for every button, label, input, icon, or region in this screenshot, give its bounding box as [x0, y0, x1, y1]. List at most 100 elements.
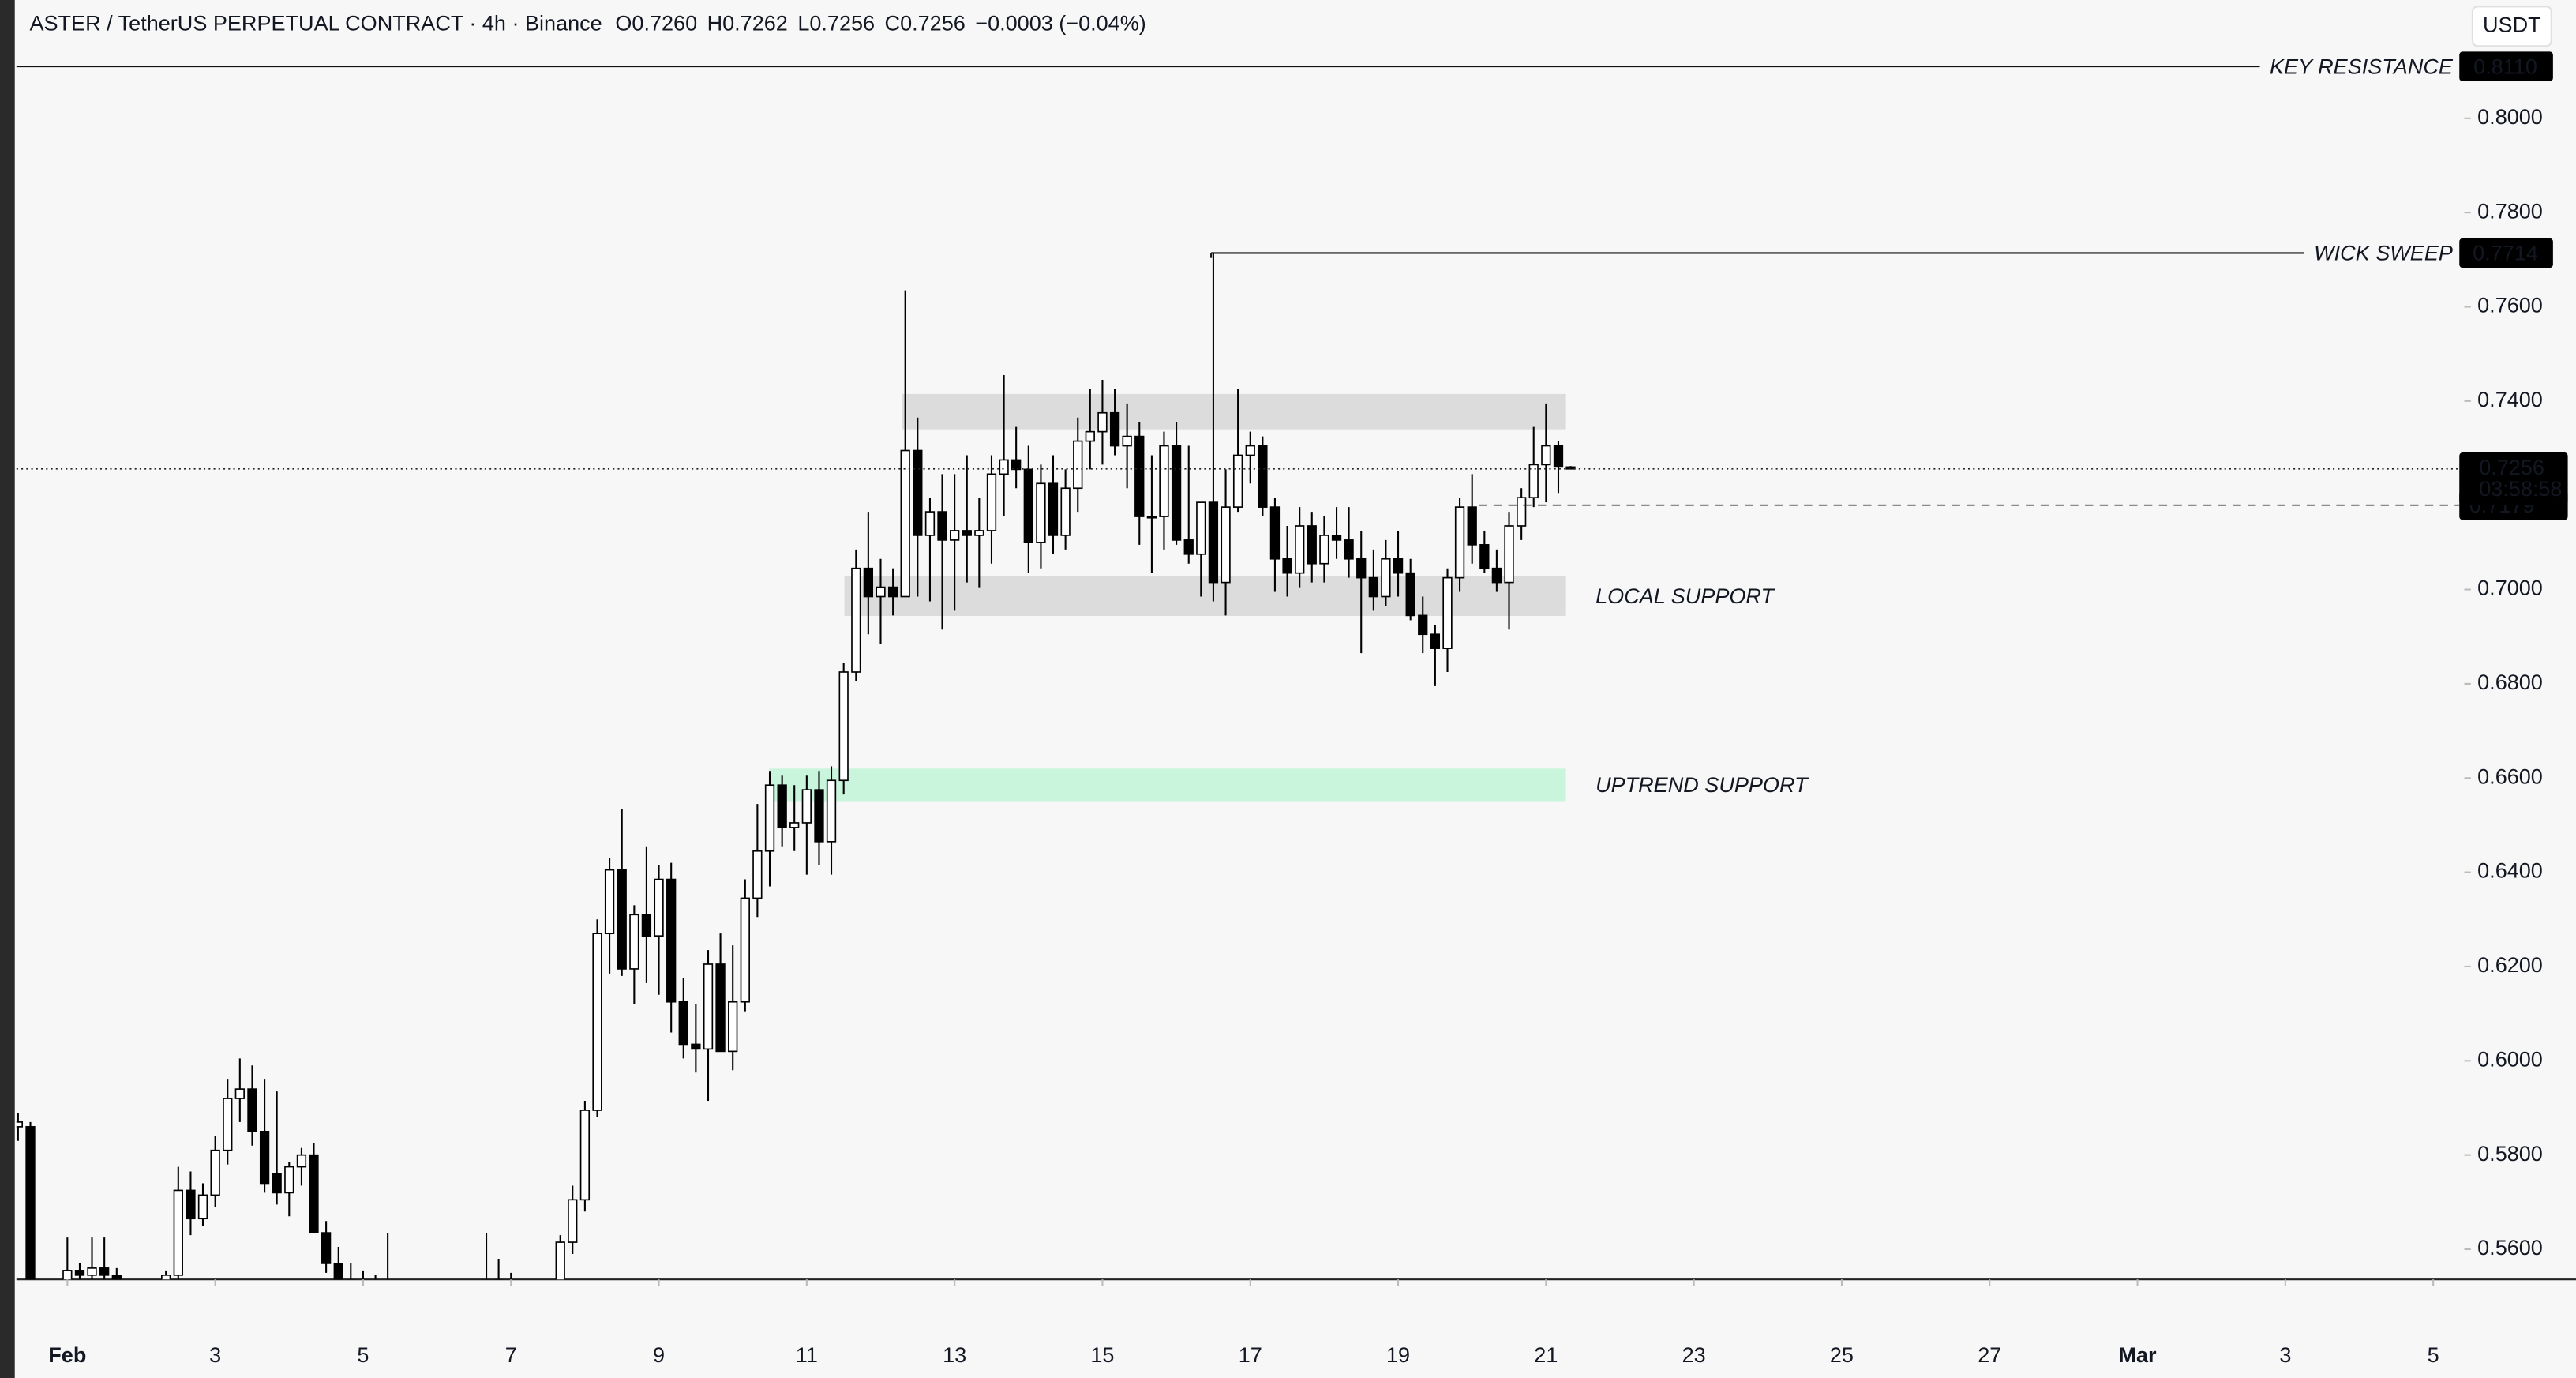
candle-body — [173, 1189, 183, 1276]
candle-body — [1097, 411, 1108, 433]
y-tick-label: 0.7400 — [2477, 388, 2543, 411]
last-price-box — [2459, 452, 2568, 505]
candle-body — [1430, 633, 1441, 649]
candle-body — [555, 1241, 565, 1280]
candle-body — [579, 1110, 591, 1201]
candle-body — [1122, 435, 1132, 447]
candle-body — [1418, 614, 1428, 636]
candle-body — [87, 1267, 97, 1276]
candle-body — [16, 1121, 24, 1128]
y-tick-label: 0.6600 — [2477, 764, 2543, 788]
ohlc-value: −0.0003 (−0.04%) — [975, 11, 1146, 35]
candle-body — [1331, 535, 1342, 541]
candle-body — [1109, 411, 1120, 447]
candle-body — [1454, 506, 1465, 579]
candle-body — [1517, 497, 1527, 527]
candle-body — [900, 449, 910, 598]
candle-body — [999, 459, 1009, 475]
zone-label: LOCAL SUPPORT — [1595, 584, 1775, 608]
candle-body — [1208, 501, 1219, 584]
candle-body — [1541, 445, 1551, 466]
countdown: 03:58:58 — [2479, 477, 2562, 501]
y-tick-label: 0.6800 — [2477, 670, 2543, 694]
x-tick-label: 5 — [357, 1343, 369, 1367]
y-tick-label: 0.7800 — [2477, 199, 2543, 223]
candle-body — [1393, 558, 1404, 574]
candle-body — [777, 784, 787, 828]
candle-body — [1073, 440, 1083, 490]
candle-body — [851, 567, 861, 673]
level-price: 0.7714 — [2473, 242, 2538, 265]
candle-body — [111, 1275, 122, 1280]
x-tick-label: Mar — [2119, 1343, 2158, 1367]
candle-body — [1504, 525, 1514, 584]
candle-body — [1183, 539, 1194, 555]
zone — [844, 576, 1566, 616]
y-tick-label: 0.5600 — [2477, 1236, 2543, 1260]
x-tick-label: 19 — [1386, 1343, 1410, 1367]
ohlc-value: H0.7262 — [707, 11, 788, 35]
candle-body — [691, 1043, 701, 1050]
candle-body — [863, 567, 874, 598]
candle-body — [1196, 501, 1206, 555]
candle-body — [1307, 525, 1317, 565]
candle-body — [1442, 576, 1453, 649]
x-tick-label: 7 — [505, 1343, 517, 1367]
candle-body — [321, 1232, 332, 1264]
candle-body — [25, 1126, 36, 1280]
overlay: 0.5600 0.5800 0.6000 0.6200 0.6400 0.6600 0.68… — [16, 51, 2568, 1367]
candle-body — [296, 1154, 307, 1168]
candle-body — [876, 586, 886, 598]
candle-body — [259, 1130, 270, 1185]
candle-body — [962, 530, 972, 536]
x-tick-label: 5 — [2428, 1343, 2439, 1367]
x-tick-label: 3 — [209, 1343, 221, 1367]
y-tick-label: 0.7600 — [2477, 294, 2543, 317]
level-price-box — [2459, 51, 2553, 81]
candle-body — [715, 963, 726, 1053]
x-tick-label: 15 — [1090, 1343, 1114, 1367]
candle-body — [1319, 535, 1329, 565]
candle-body — [1528, 464, 1539, 499]
x-tick-label: 17 — [1239, 1343, 1262, 1367]
candle-body — [197, 1194, 208, 1220]
candle-body — [247, 1088, 257, 1132]
candle-body — [1011, 459, 1022, 471]
candle-body — [666, 878, 677, 1003]
x-tick-label: 27 — [1978, 1343, 2001, 1367]
y-tick-label: 0.6000 — [2477, 1047, 2543, 1071]
currency[interactable]: USDT — [2483, 13, 2541, 36]
ohlc-value: C0.7256 — [885, 11, 966, 35]
candle-body — [1282, 558, 1292, 574]
candle-body — [838, 671, 849, 782]
candle-body — [592, 933, 602, 1111]
candle-body — [629, 914, 639, 970]
candle-body — [641, 914, 652, 937]
zone — [902, 393, 1566, 430]
zone-label: UPTREND SUPPORT — [1595, 773, 1809, 797]
candle-body — [974, 530, 984, 536]
y-tick-label: 0.6200 — [2477, 953, 2543, 977]
candle-body — [1269, 506, 1281, 560]
y-tick-label: 0.5800 — [2477, 1142, 2543, 1166]
candle-body — [1023, 468, 1033, 543]
y-tick-label: 0.8000 — [2477, 105, 2543, 129]
candle-body — [1467, 506, 1477, 546]
zone — [769, 768, 1566, 802]
x-tick-label: 3 — [2279, 1343, 2291, 1367]
candle-body — [752, 850, 763, 899]
candle-body — [1171, 445, 1182, 541]
candle-body — [1245, 445, 1255, 456]
candle-body — [1405, 572, 1415, 617]
candle-body — [1565, 466, 1576, 470]
currency-box[interactable] — [2471, 6, 2552, 47]
candle-body — [1344, 539, 1354, 560]
x-tick-label: 13 — [943, 1343, 966, 1367]
candle-body — [284, 1166, 294, 1194]
x-tick-label: 25 — [1830, 1343, 1854, 1367]
candle-body — [1221, 506, 1231, 584]
candle-body — [1356, 558, 1367, 579]
candle-body — [309, 1154, 319, 1233]
candle-body — [617, 869, 627, 970]
